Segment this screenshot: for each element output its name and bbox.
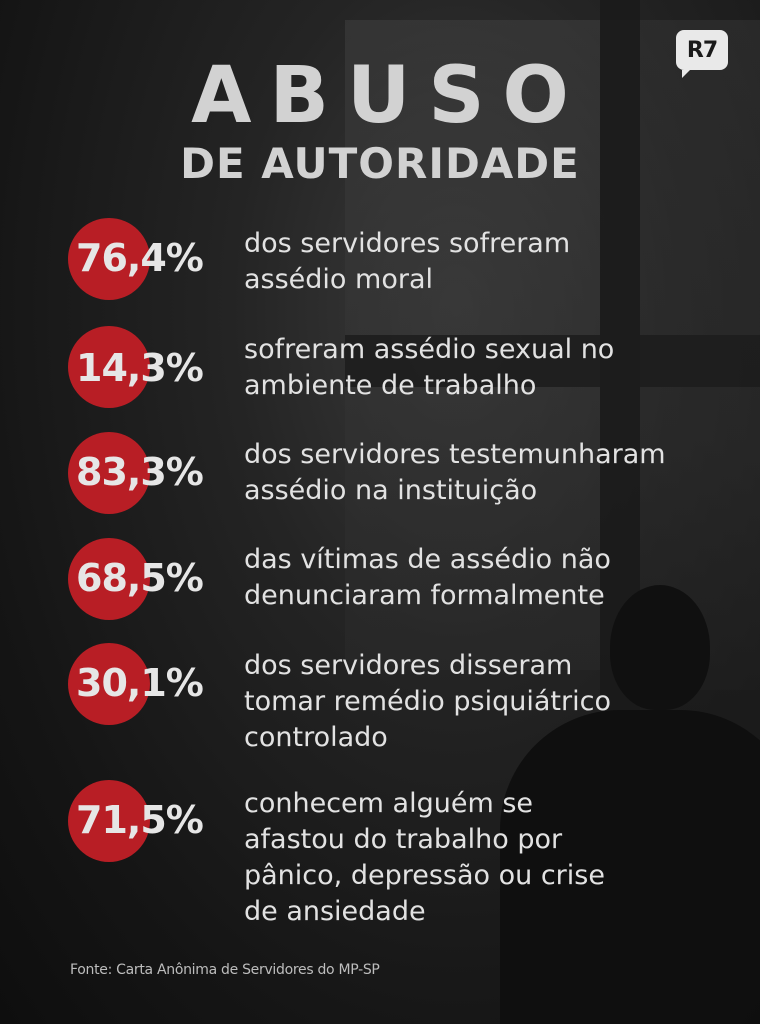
red-circle <box>68 780 150 862</box>
red-circle <box>68 218 150 300</box>
stat-description: sofreram assédio sexual no ambiente de t… <box>244 334 615 401</box>
stat-percent: 71,5% <box>76 798 204 842</box>
red-circle <box>68 643 150 725</box>
title-line-1: ABUSO <box>191 51 587 141</box>
stat-percent: 83,3% <box>76 450 204 494</box>
stat-description: dos servidores disseram tomar remédio ps… <box>244 650 611 753</box>
title-line-2: DE AUTORIDADE <box>180 139 580 188</box>
stat-percent: 68,5% <box>76 556 204 600</box>
r7-logo: R7 <box>676 30 728 78</box>
person-silhouette-head <box>610 585 710 710</box>
source-caption: Fonte: Carta Anônima de Servidores do MP… <box>70 962 380 978</box>
stat-description: dos servidores testemunharam assédio na … <box>244 439 666 506</box>
stat-percent: 30,1% <box>76 661 204 705</box>
red-circle <box>68 326 150 408</box>
red-circle <box>68 538 150 620</box>
background-window-frame-horizontal <box>345 335 760 387</box>
stat-description: das vítimas de assédio não denunciaram f… <box>244 544 611 611</box>
stat-description: dos servidores sofreram assédio moral <box>244 228 571 295</box>
red-circle <box>68 432 150 514</box>
person-silhouette-body <box>500 710 760 1024</box>
stat-percent: 14,3% <box>76 346 204 390</box>
page-title: ABUSO DE AUTORIDADE <box>0 55 760 187</box>
stat-description: conhecem alguém se afastou do trabalho p… <box>244 788 605 927</box>
stat-percent: 76,4% <box>76 236 204 280</box>
